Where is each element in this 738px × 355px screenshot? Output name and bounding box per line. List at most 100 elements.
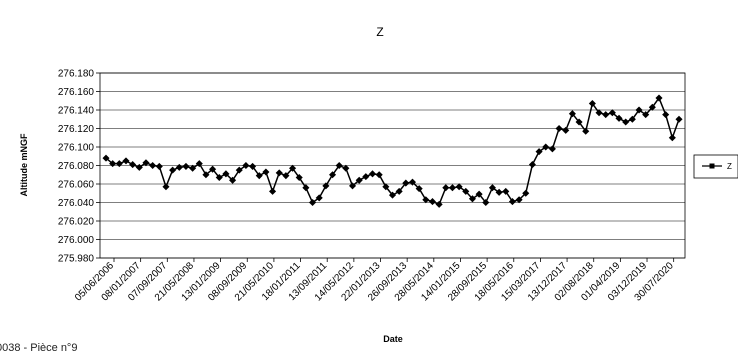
data-point	[502, 187, 510, 195]
data-point	[395, 187, 403, 195]
y-tick-label: 276.000	[58, 235, 95, 246]
data-point	[162, 183, 170, 191]
data-point	[195, 160, 203, 168]
data-point	[335, 161, 343, 170]
data-point	[415, 185, 423, 193]
data-point	[348, 182, 357, 190]
data-point	[269, 187, 277, 195]
data-point	[442, 184, 450, 192]
data-point	[608, 109, 616, 117]
data-point	[588, 99, 596, 108]
data-point	[462, 187, 470, 195]
data-point	[375, 171, 383, 179]
y-tick-label: 275.980	[58, 254, 95, 265]
data-point	[302, 184, 310, 192]
data-point	[542, 143, 550, 151]
data-point	[515, 196, 523, 204]
data-point	[242, 161, 250, 170]
footer-text: 0038 - Pièce n°9	[0, 342, 78, 354]
data-point	[322, 182, 330, 190]
data-point	[215, 173, 223, 182]
data-point	[229, 176, 237, 184]
data-point	[202, 171, 210, 179]
data-point	[109, 160, 117, 168]
data-point	[342, 164, 350, 172]
data-point	[235, 166, 243, 174]
data-point	[289, 164, 297, 172]
data-point	[482, 198, 490, 207]
data-point	[528, 161, 536, 169]
data-point	[408, 178, 417, 186]
y-tick-label: 276.020	[58, 217, 95, 228]
data-point	[628, 115, 636, 123]
data-point	[355, 176, 363, 184]
data-point	[615, 114, 623, 122]
y-tick-label: 276.120	[58, 124, 95, 135]
data-point	[175, 163, 183, 171]
data-point	[402, 179, 410, 187]
data-point	[122, 157, 130, 165]
data-point	[648, 103, 656, 111]
data-point	[189, 164, 197, 172]
data-point	[622, 118, 630, 126]
y-tick-label: 276.140	[58, 106, 95, 117]
data-point	[142, 159, 150, 167]
data-point	[149, 161, 157, 170]
data-point	[368, 170, 377, 178]
chart-title: Z	[376, 25, 383, 39]
data-point	[315, 194, 323, 202]
data-point	[455, 183, 463, 191]
y-axis: 276.180 276.160 276.140 276.120 276.100 276.0…	[58, 69, 100, 265]
data-point	[535, 148, 543, 156]
data-point	[209, 165, 217, 173]
data-point	[635, 106, 643, 114]
data-point	[602, 111, 610, 119]
data-point	[655, 94, 663, 102]
legend: Z	[693, 154, 738, 179]
legend-marker	[709, 163, 715, 169]
data-point	[508, 198, 516, 206]
series-z	[102, 94, 683, 208]
data-point	[362, 173, 370, 181]
data-point	[382, 183, 390, 191]
data-point	[668, 134, 676, 142]
data-point	[249, 162, 257, 170]
data-point	[428, 198, 437, 206]
data-point	[555, 124, 563, 133]
data-point	[135, 163, 143, 171]
data-point	[275, 169, 283, 177]
data-point	[582, 127, 590, 135]
data-point	[435, 200, 443, 208]
legend-label: Z	[727, 162, 732, 171]
data-point	[222, 170, 230, 178]
data-point	[522, 189, 530, 197]
data-point	[448, 184, 457, 192]
data-point	[495, 188, 503, 196]
data-point	[182, 162, 190, 170]
data-point	[328, 171, 337, 179]
y-tick-label: 276.180	[58, 69, 95, 80]
y-axis-label: Altitude mNGF	[19, 133, 29, 196]
y-tick-label: 276.160	[58, 87, 95, 98]
data-point	[468, 195, 476, 203]
data-point	[568, 110, 576, 118]
data-point	[169, 166, 177, 174]
data-point	[155, 162, 163, 170]
data-point	[548, 145, 556, 153]
data-point	[575, 118, 583, 126]
data-point	[255, 172, 263, 180]
y-tick-label: 276.040	[58, 198, 95, 209]
data-point	[595, 109, 603, 117]
data-point	[115, 160, 123, 168]
data-point	[475, 190, 483, 198]
data-point	[102, 154, 110, 162]
data-point	[282, 172, 290, 180]
data-point	[488, 184, 496, 192]
data-point	[562, 126, 570, 134]
data-point	[675, 115, 683, 123]
data-point	[388, 191, 397, 199]
data-point	[309, 198, 317, 207]
data-point	[642, 111, 650, 119]
